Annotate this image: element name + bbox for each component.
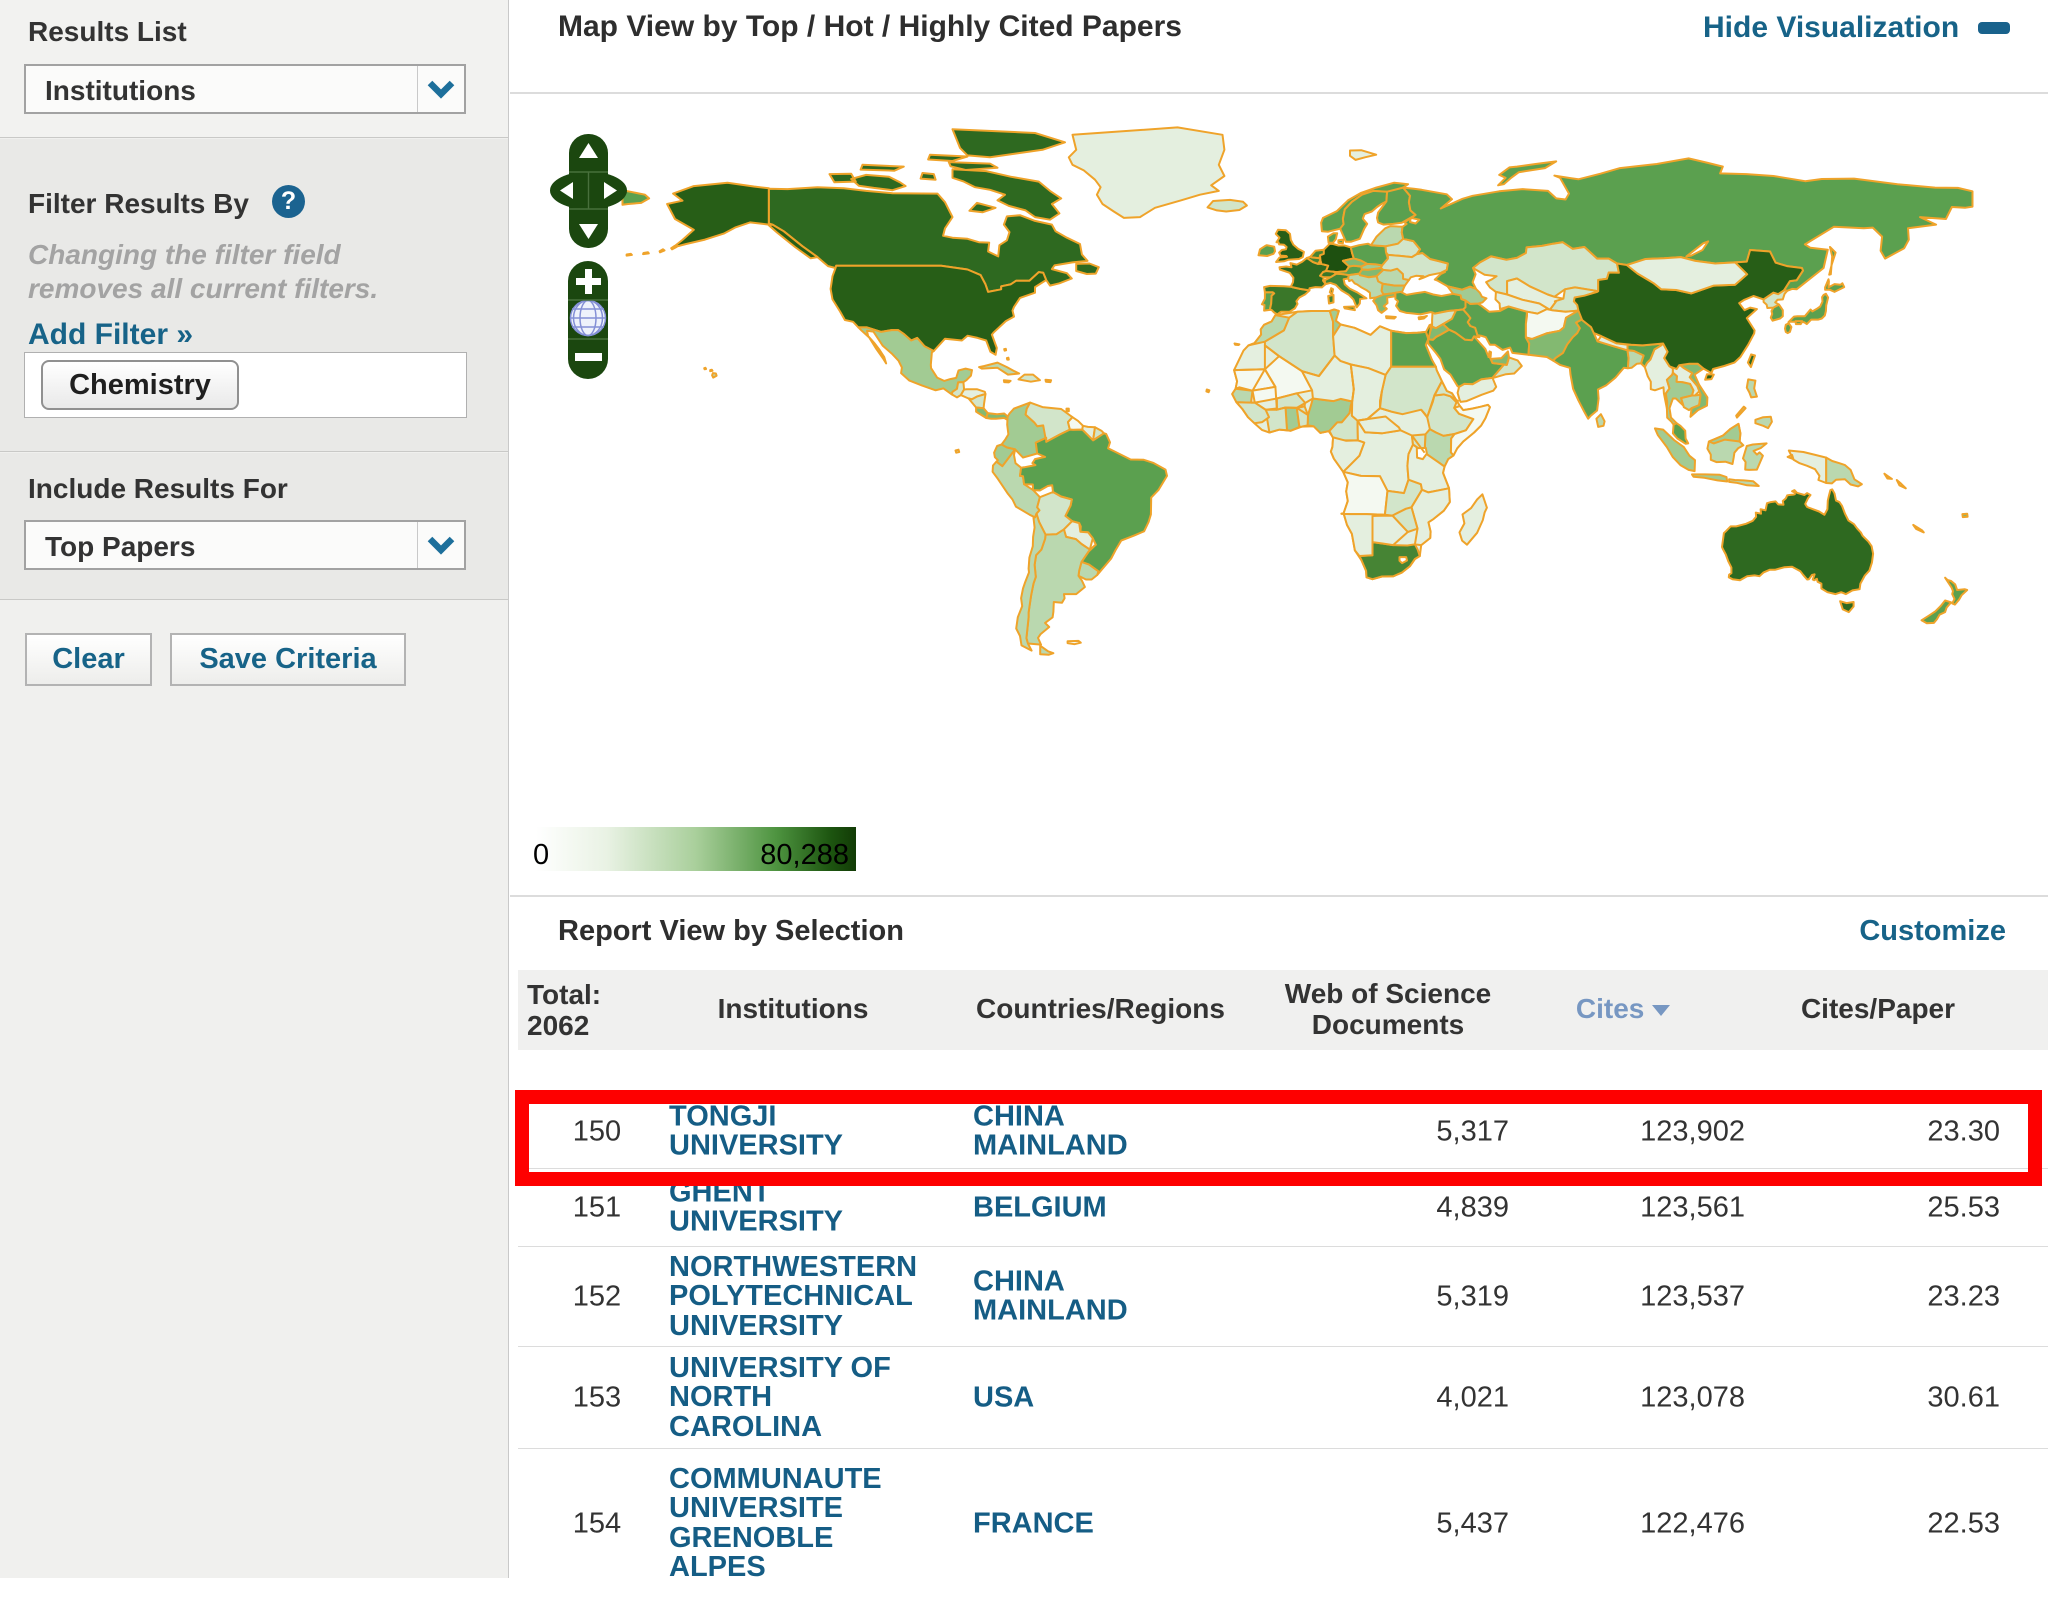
svg-text:80,288: 80,288 — [760, 839, 849, 871]
svg-text:0: 0 — [533, 839, 549, 871]
